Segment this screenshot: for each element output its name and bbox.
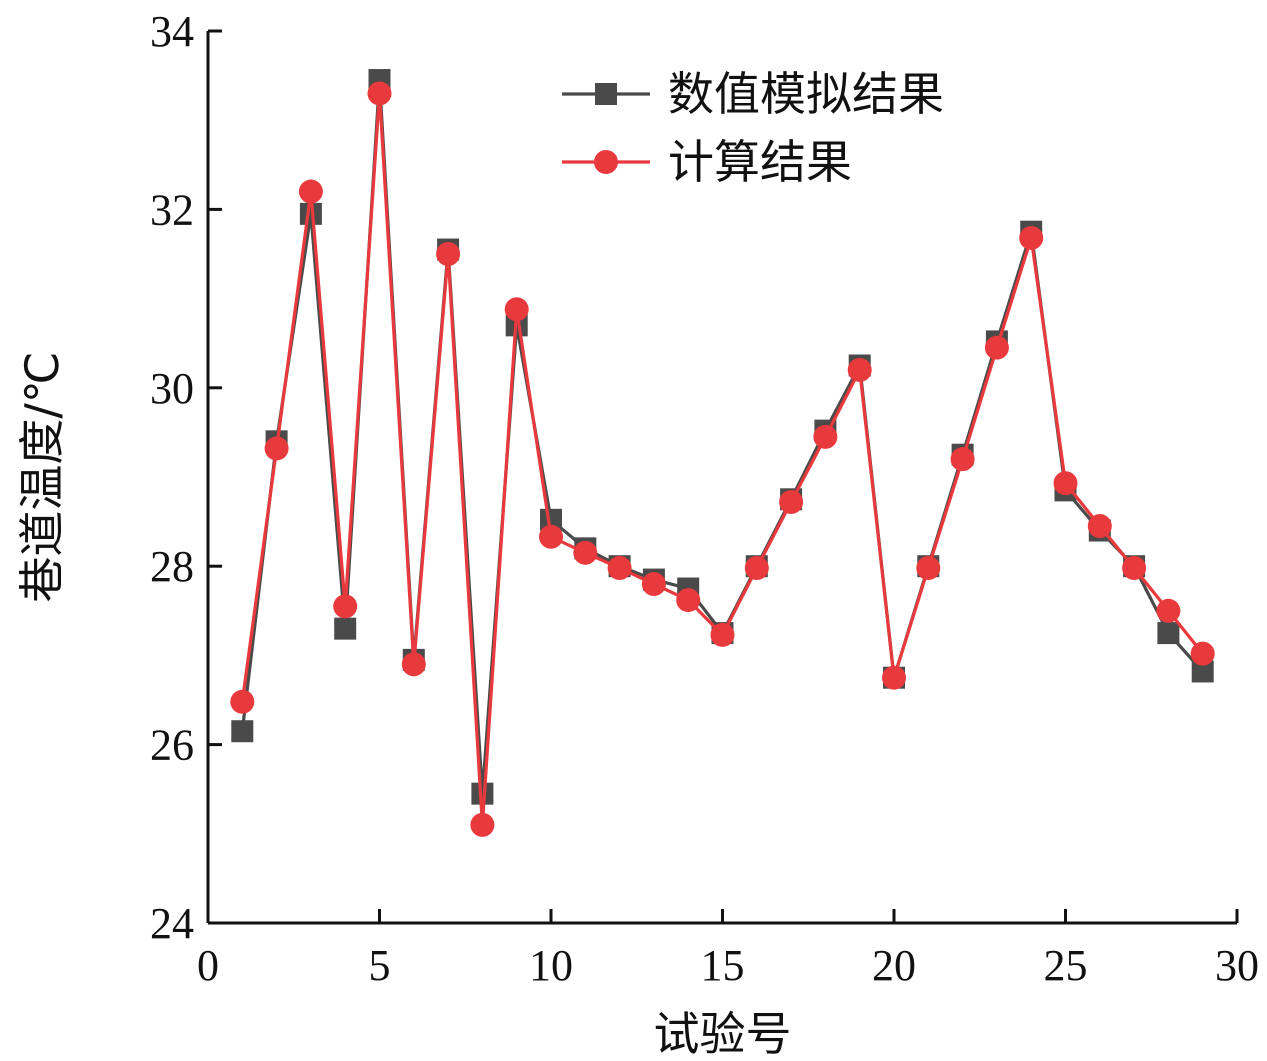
- data-point: [882, 665, 906, 690]
- data-point: [847, 357, 872, 382]
- data-point: [641, 572, 666, 597]
- x-tick-label: 0: [197, 941, 219, 990]
- x-axis-title: 试验号: [654, 1007, 792, 1061]
- axes: 0 5 10 15 20 25 30 24 26 28 30 32 34: [150, 7, 1259, 990]
- x-tick-label: 25: [1044, 941, 1088, 990]
- series-line: [240, 93, 1204, 826]
- y-tick-label: 34: [150, 7, 194, 56]
- data-point: [264, 436, 289, 461]
- data-point: [470, 812, 495, 837]
- data-point: [504, 297, 529, 322]
- y-tick-label: 30: [150, 364, 194, 413]
- data-point: [950, 447, 975, 472]
- data-point: [1157, 622, 1180, 645]
- y-tick-label: 26: [150, 721, 194, 770]
- data-point: [1156, 598, 1181, 623]
- data-point: [471, 782, 494, 805]
- data-point: [334, 617, 357, 640]
- data-point: [298, 179, 323, 204]
- data-point: [607, 555, 632, 580]
- data-point: [230, 689, 255, 714]
- data-point: [436, 242, 461, 266]
- data-point: [1019, 225, 1044, 250]
- y-axis-title: 巷道温度/℃: [15, 351, 69, 602]
- data-point: [676, 588, 701, 613]
- x-tick-label: 20: [872, 941, 916, 990]
- series-layer: [230, 69, 1215, 837]
- data-point: [744, 555, 769, 580]
- legend-item: 计算结果: [562, 135, 852, 189]
- legend-marker: [594, 150, 618, 174]
- data-point: [573, 540, 598, 565]
- data-point: [813, 424, 838, 449]
- y-tick-label: 24: [150, 899, 194, 948]
- x-tick-label: 5: [369, 941, 391, 990]
- data-point: [1122, 555, 1147, 580]
- data-point: [231, 720, 254, 743]
- x-tick-label: 10: [529, 941, 573, 990]
- legend-item: 数值模拟结果: [562, 67, 944, 121]
- legend-label: 计算结果: [668, 135, 852, 189]
- data-point: [710, 622, 735, 647]
- y-tick-label: 32: [150, 185, 194, 234]
- data-point: [539, 524, 563, 549]
- legend-marker: [595, 83, 617, 105]
- data-point: [1191, 660, 1214, 683]
- x-tick-label: 30: [1215, 941, 1259, 990]
- y-tick-label: 28: [150, 542, 194, 591]
- series-2: [230, 81, 1215, 837]
- data-point: [1087, 514, 1112, 539]
- data-point: [916, 555, 941, 580]
- data-point: [401, 652, 426, 677]
- x-tick-label: 15: [701, 941, 745, 990]
- data-point: [367, 81, 392, 106]
- data-point: [299, 202, 322, 225]
- data-point: [333, 594, 358, 619]
- data-point: [1190, 641, 1215, 666]
- data-point: [1053, 471, 1078, 496]
- data-point: [540, 508, 562, 531]
- data-point: [984, 335, 1009, 360]
- legend-label: 数值模拟结果: [668, 67, 944, 121]
- data-point: [779, 489, 804, 514]
